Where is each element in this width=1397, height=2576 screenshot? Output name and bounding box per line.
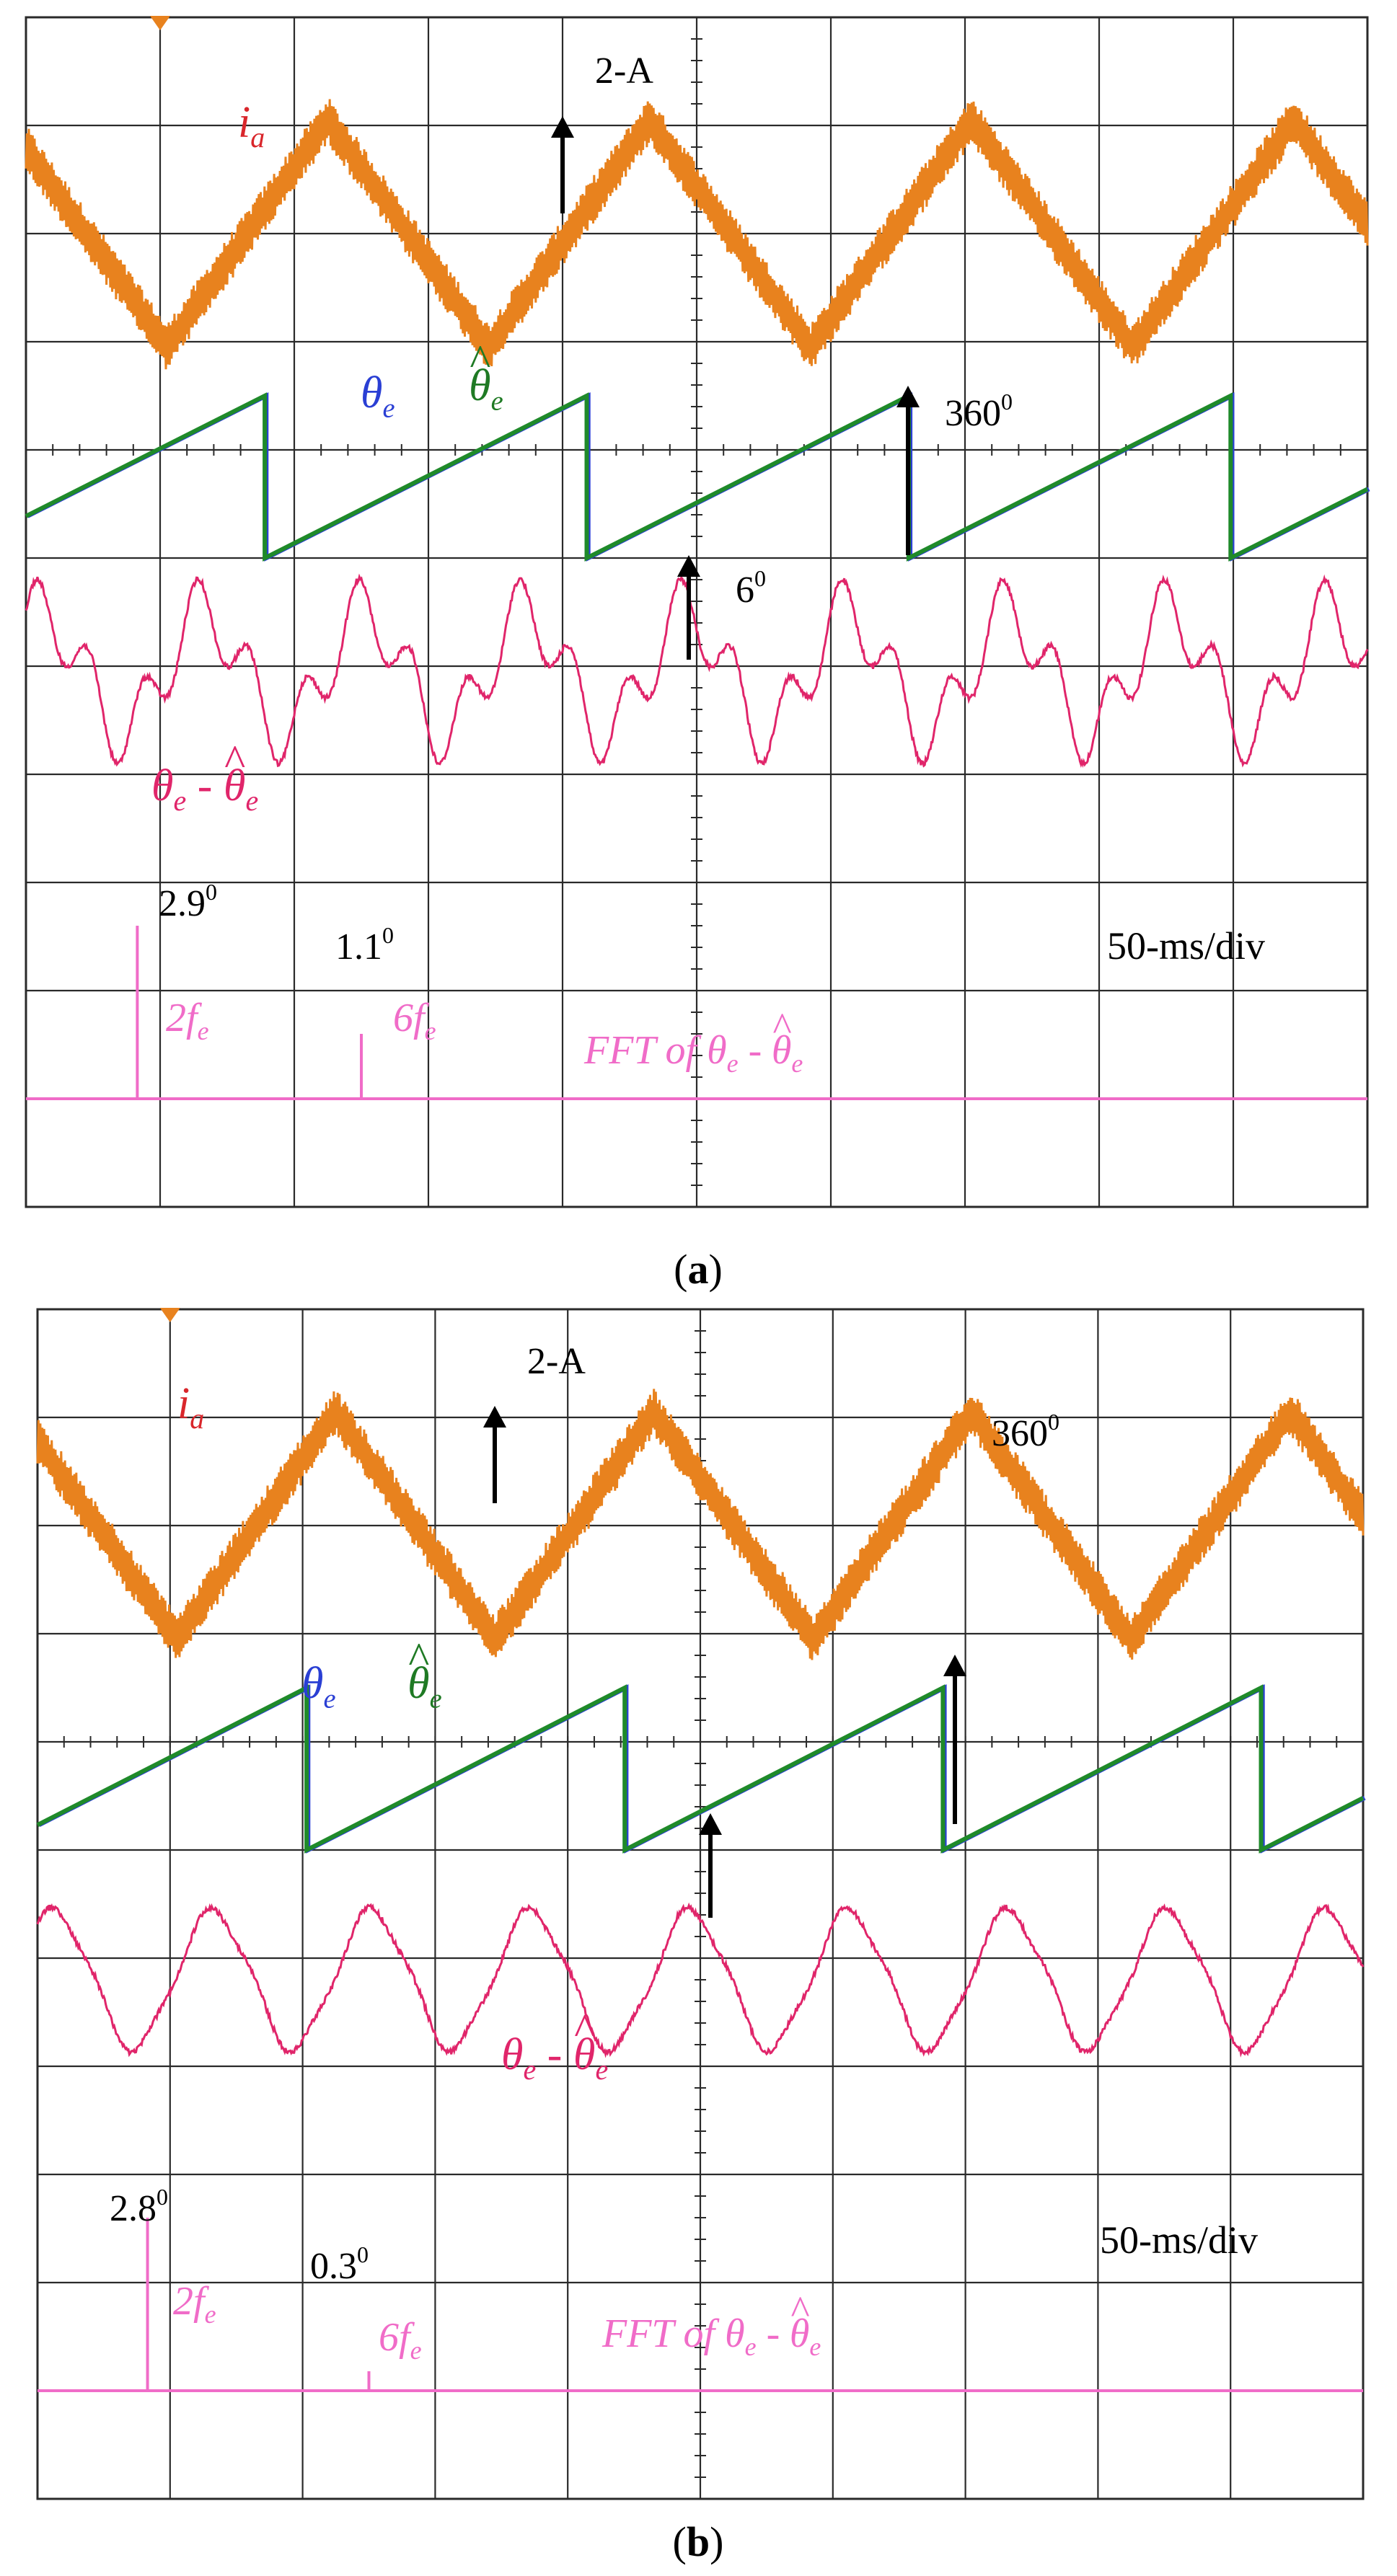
superscript: 0 [1001, 389, 1013, 415]
separator: - [757, 2311, 790, 2356]
angle-scale-annotation: 3600 [992, 1409, 1059, 1454]
trigger-marker-icon [150, 16, 170, 30]
subscript: e [173, 784, 186, 817]
prefix: FFT of [601, 2311, 725, 2356]
subscript: e [198, 1017, 209, 1045]
symbol: θ [573, 2030, 595, 2079]
angle-scale-up-arrow-icon [896, 386, 920, 555]
hat-accent: ^ [469, 337, 490, 386]
error-scale-up-arrow-icon [677, 555, 700, 660]
error-scale-annotation: 60 [736, 565, 766, 611]
fft-peak-2fe-magnitude: 2.90 [159, 879, 217, 924]
trigger-marker-icon [159, 1308, 180, 1322]
subscript: e [382, 394, 395, 424]
subscript: e [791, 1049, 803, 1078]
theta-series-label: θe [361, 368, 395, 424]
angle-error-trace [25, 573, 1369, 768]
phase-current-trace [36, 1389, 1365, 1660]
symbol: θ [151, 761, 173, 810]
prefix: FFT of [583, 1028, 707, 1073]
theta-hat-series-label: ^ θe [407, 1634, 442, 1714]
phase-current-trace [25, 99, 1369, 370]
error-series-label: θe - ^θe [151, 737, 258, 817]
separator: - [536, 2030, 573, 2079]
estimated-angle-trace [25, 392, 1369, 562]
subscript: e [491, 386, 503, 417]
error-scale-up-arrow-icon [699, 1813, 722, 1918]
subscript: e [745, 2332, 757, 2361]
subscript: e [596, 2053, 609, 2086]
hat-accent: ^ [224, 737, 245, 786]
fft-peak-2fe-magnitude: 2.80 [110, 2184, 168, 2229]
superscript: 0 [1048, 1409, 1059, 1435]
symbol: θ [790, 2311, 810, 2356]
fft-peak-6fe-magnitude: 0.30 [310, 2241, 369, 2287]
superscript: 0 [754, 565, 766, 591]
symbol: i [177, 1379, 190, 1428]
angle-scale-annotation: 3600 [945, 389, 1013, 434]
subscript: e [323, 1684, 335, 1714]
theta-hat-series-label: ^ θe [469, 337, 503, 417]
estimated-angle-trace [36, 1684, 1365, 1854]
hat-accent: ^ [573, 2006, 595, 2055]
error-series-label: θe - ^θe [501, 2006, 608, 2086]
angle-scale-up-arrow-icon [943, 1655, 966, 1824]
symbol: θ [407, 1659, 429, 1708]
current-series-label: ia [238, 98, 265, 154]
current-series-label: ia [177, 1379, 204, 1435]
subscript: e [727, 1049, 739, 1078]
panel-caption: (a) [674, 1246, 723, 1293]
fft-series-label: FFT of θe - ^ θe [601, 2288, 821, 2361]
symbol: i [238, 98, 250, 147]
theta-series-label: θe [301, 1659, 336, 1714]
fft-harmonic-label-2fe: 2fe [166, 996, 209, 1045]
subscript: e [523, 2053, 536, 2086]
subscript: e [425, 1017, 436, 1045]
symbol: θ [725, 2311, 745, 2356]
symbol: θ [301, 1659, 323, 1708]
symbol: θ [707, 1028, 727, 1073]
subscript: a [250, 121, 265, 154]
fft-harmonic-label-2fe: 2fe [173, 2279, 216, 2329]
timebase-label: 50-ms/div [1100, 2218, 1258, 2262]
superscript: 0 [382, 922, 394, 948]
subscript: e [809, 2332, 821, 2361]
subscript: a [190, 1402, 204, 1435]
superscript: 0 [206, 879, 217, 905]
subscript: e [430, 1684, 442, 1714]
fft-harmonic-label-6fe: 6fe [393, 996, 436, 1045]
subscript: e [205, 2300, 216, 2329]
current-scale-annotation: 2-A [527, 1341, 586, 1382]
superscript: 0 [357, 2241, 369, 2267]
hat-accent: ^ [790, 2288, 809, 2333]
fft-peak-6fe-magnitude: 1.10 [335, 922, 394, 968]
symbol: θ [224, 761, 245, 810]
subscript: e [246, 784, 259, 817]
current-scale-up-arrow-icon [483, 1406, 506, 1503]
fft-harmonic-label-6fe: 6fe [379, 2315, 422, 2365]
symbol: θ [772, 1028, 792, 1073]
hat-accent: ^ [772, 1005, 791, 1050]
timebase-label: 50-ms/div [1107, 924, 1265, 968]
superscript: 0 [157, 2184, 168, 2210]
hat-accent: ^ [407, 1634, 429, 1683]
angle-error-trace [36, 1902, 1365, 2058]
symbol: θ [501, 2030, 523, 2079]
symbol: θ [361, 368, 382, 417]
current-scale-up-arrow-icon [551, 116, 574, 213]
subscript: e [410, 2336, 422, 2365]
symbol: θ [469, 361, 490, 410]
panel-caption: (b) [673, 2518, 724, 2565]
separator: - [186, 761, 224, 810]
fft-series-label: FFT of θe - ^ θe [583, 1005, 803, 1078]
current-scale-annotation: 2-A [595, 50, 653, 92]
separator: - [739, 1028, 772, 1073]
